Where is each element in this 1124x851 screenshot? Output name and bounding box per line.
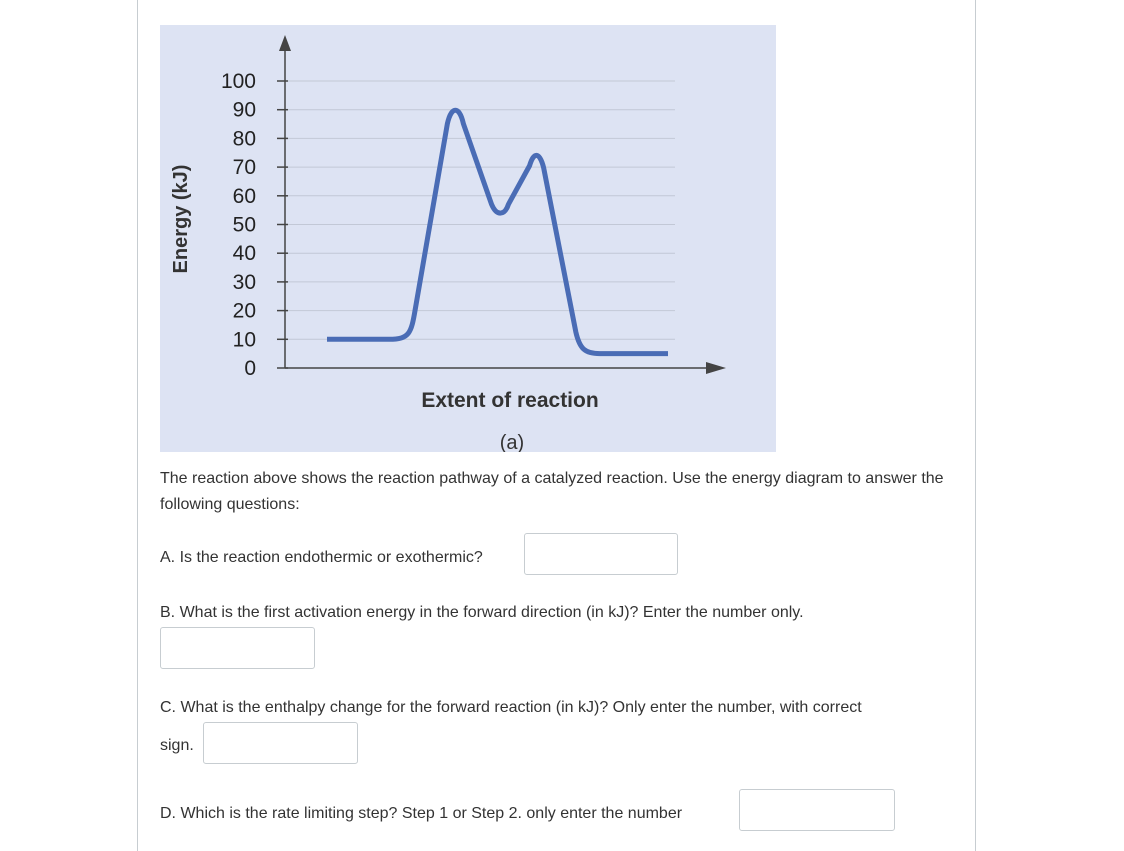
energy-diagram-chart: 0 10 20 30 40 50 60 70 80 90 100 Energy (kJ) Exten… [160,25,776,452]
intro-text: The reaction above shows the reaction pa… [160,470,944,513]
y-tick-label: 60 [233,185,256,208]
figure-background [160,25,776,452]
y-tick-label: 80 [233,127,256,150]
content-border-right [975,0,976,851]
y-tick-label: 100 [221,70,256,93]
y-axis-arrow [279,35,291,51]
x-axis-arrow [706,362,726,374]
reaction-pathway-curve [327,107,668,357]
y-tick-label: 90 [233,99,256,122]
question-c-text-continued: sign. [160,737,194,754]
y-tick-label: 0 [244,357,256,380]
y-tick-label: 20 [233,300,256,323]
figure-caption: (a) [500,432,524,452]
answer-a-input[interactable] [524,533,678,575]
question-c-text: C. What is the enthalpy change for the f… [160,699,862,716]
y-tick-label: 50 [233,214,256,237]
y-tick-label: 70 [233,156,256,179]
answer-d-input[interactable] [739,789,895,831]
y-tick-label: 10 [233,328,256,351]
answer-c-input[interactable] [203,722,358,764]
x-axis-label: Extent of reaction [421,389,598,412]
question-b-text: B. What is the first activation energy i… [160,604,804,621]
answer-b-input[interactable] [160,627,315,669]
question-a-text: A. Is the reaction endothermic or exothe… [160,549,483,566]
y-tick-label: 30 [233,271,256,294]
content-border-left [137,0,138,851]
y-axis-label: Energy (kJ) [170,165,192,274]
question-d-text: D. Which is the rate limiting step? Step… [160,805,683,822]
y-tick-label: 40 [233,242,256,265]
energy-diagram-figure: 0 10 20 30 40 50 60 70 80 90 100 Energy (kJ) Exten… [160,25,776,452]
